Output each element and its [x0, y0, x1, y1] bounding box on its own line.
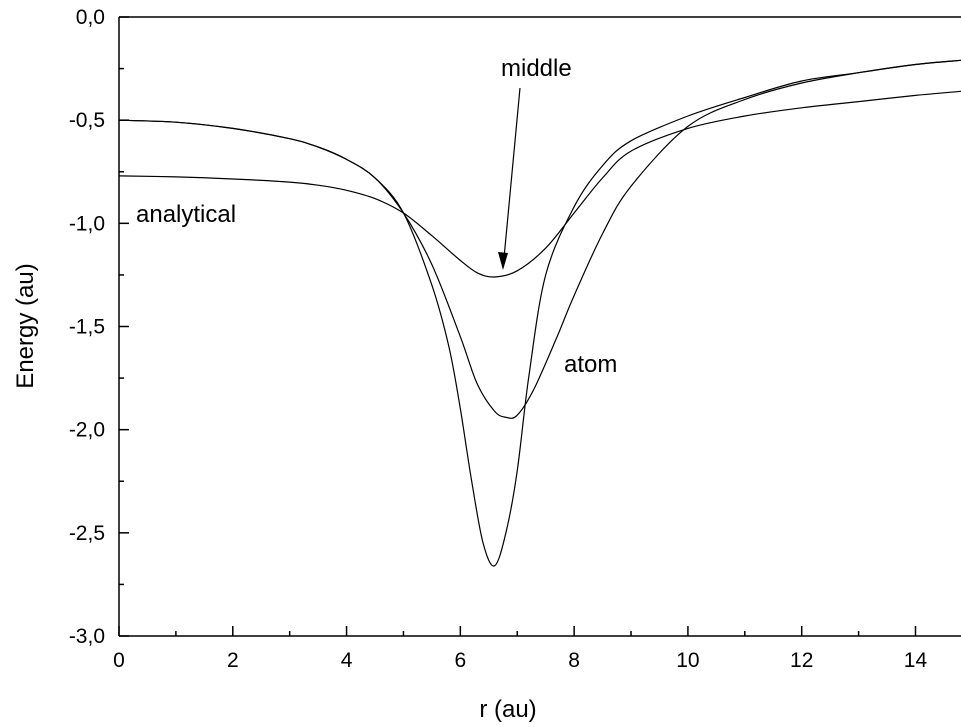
y-tick-label: -1,5: [69, 316, 105, 339]
y-tick-label: -3,0: [69, 625, 105, 648]
label-analytical: analytical: [136, 201, 236, 228]
x-tick-label: 2: [227, 649, 239, 672]
x-tick-label: 6: [455, 649, 467, 672]
x-tick-label: 10: [676, 649, 699, 672]
y-axis-title: Energy (au): [12, 263, 39, 388]
y-tick-label: -2,0: [69, 419, 105, 442]
x-tick-label: 14: [904, 649, 928, 672]
axes: 0 2 4 6 8 10 12 14 0,0 -0,5 -1,0 -1,5 -2,0 -2,5 -3,0: [69, 6, 961, 672]
y-tick-label: -2,5: [69, 522, 105, 545]
x-axis-title: r (au): [479, 696, 536, 723]
x-tick-label: 12: [790, 649, 813, 672]
curves: [118, 59, 961, 567]
y-tick-label: -1,0: [69, 212, 105, 235]
y-tick-label: -0,5: [69, 109, 105, 132]
annotations: analytical atom middle: [136, 55, 617, 378]
middle-arrow-head: [498, 252, 508, 270]
series-line-analytical: [118, 90, 961, 278]
middle-arrow: [503, 87, 521, 259]
series-line-middle: [118, 59, 961, 567]
label-atom: atom: [564, 351, 617, 378]
label-middle: middle: [501, 55, 572, 82]
x-tick-label: 0: [113, 649, 125, 672]
y-tick-label: 0,0: [76, 6, 105, 29]
x-tick-label: 4: [341, 649, 353, 672]
x-tick-label: 8: [568, 649, 580, 672]
series-line-atom: [118, 59, 961, 419]
